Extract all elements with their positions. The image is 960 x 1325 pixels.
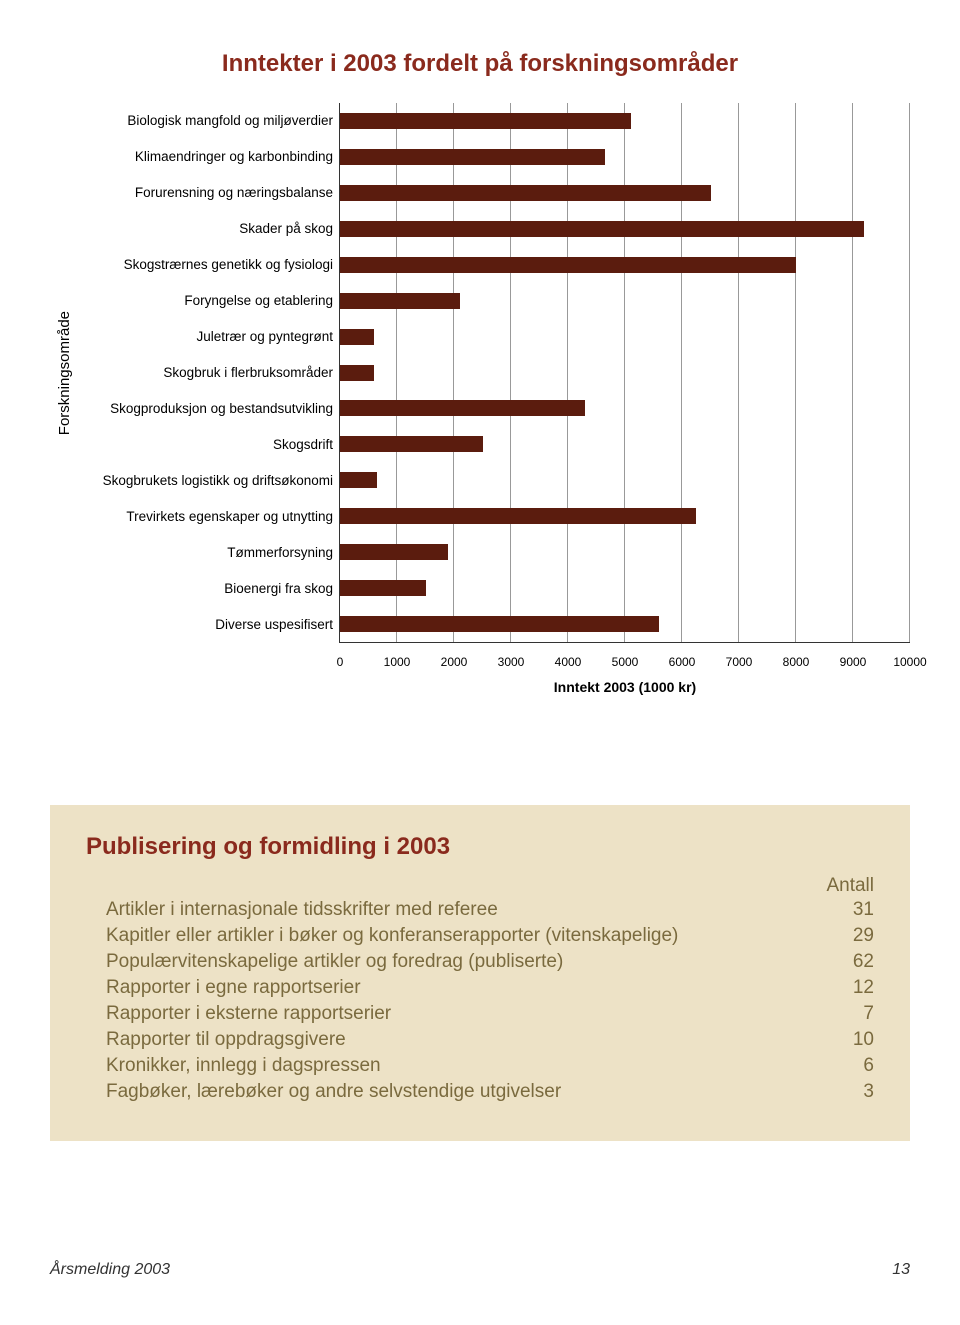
- x-tick: 6000: [669, 655, 696, 669]
- bar-row: [340, 534, 910, 570]
- publication-label: Fagbøker, lærebøker og andre selvstendig…: [86, 1081, 814, 1103]
- bar-row: [340, 426, 910, 462]
- publication-value: 12: [814, 977, 874, 999]
- bar: [340, 580, 426, 596]
- publication-value: 6: [814, 1055, 874, 1077]
- bar: [340, 400, 585, 416]
- category-label: Biologisk mangfold og miljøverdier: [73, 103, 333, 139]
- category-label: Skogbrukets logistikk og driftsøkonomi: [73, 463, 333, 499]
- chart-title: Inntekter i 2003 fordelt på forskningsom…: [50, 50, 910, 78]
- category-labels: Biologisk mangfold og miljøverdierKlimae…: [73, 103, 339, 643]
- publication-label: Kapitler eller artikler i bøker og konfe…: [86, 925, 814, 947]
- category-label: Tømmerforsyning: [73, 535, 333, 571]
- publication-label: Artikler i internasjonale tidsskrifter m…: [86, 899, 814, 921]
- publication-label: Rapporter til oppdragsgivere: [86, 1029, 814, 1051]
- bar-row: [340, 355, 910, 391]
- footer-page-number: 13: [892, 1261, 910, 1279]
- bars-layer: [340, 103, 910, 642]
- bar-row: [340, 391, 910, 427]
- bar: [340, 616, 659, 632]
- bar-row: [340, 283, 910, 319]
- bar: [340, 185, 711, 201]
- publications-header: Antall: [86, 875, 874, 897]
- category-label: Bioenergi fra skog: [73, 571, 333, 607]
- publication-value: 31: [814, 899, 874, 921]
- x-tick: 5000: [612, 655, 639, 669]
- x-tick: 9000: [840, 655, 867, 669]
- category-label: Juletrær og pyntegrønt: [73, 319, 333, 355]
- x-tick: 8000: [783, 655, 810, 669]
- x-tick: 10000: [893, 655, 926, 669]
- plot-area: [339, 103, 910, 643]
- publication-label: Kronikker, innlegg i dagspressen: [86, 1055, 814, 1077]
- x-axis-label: Inntekt 2003 (1000 kr): [340, 679, 910, 695]
- bar-row: [340, 139, 910, 175]
- y-axis-label: Forskningsområde: [50, 311, 73, 435]
- category-label: Skader på skog: [73, 211, 333, 247]
- category-label: Skogstrærnes genetikk og fysiologi: [73, 247, 333, 283]
- bar-row: [340, 462, 910, 498]
- x-tick: 0: [337, 655, 344, 669]
- bar: [340, 329, 374, 345]
- bar: [340, 257, 796, 273]
- bar: [340, 508, 696, 524]
- publication-row: Kronikker, innlegg i dagspressen6: [86, 1053, 874, 1079]
- category-label: Skogproduksjon og bestandsutvikling: [73, 391, 333, 427]
- bar: [340, 544, 448, 560]
- publication-row: Artikler i internasjonale tidsskrifter m…: [86, 897, 874, 923]
- publication-row: Populærvitenskapelige artikler og foredr…: [86, 949, 874, 975]
- page-footer: Årsmelding 2003 13: [50, 1261, 910, 1279]
- publication-row: Kapitler eller artikler i bøker og konfe…: [86, 923, 874, 949]
- publications-title: Publisering og formidling i 2003: [86, 833, 874, 861]
- bar-row: [340, 175, 910, 211]
- publication-value: 3: [814, 1081, 874, 1103]
- bar: [340, 149, 605, 165]
- x-tick: 1000: [384, 655, 411, 669]
- category-label: Skogsdrift: [73, 427, 333, 463]
- bar: [340, 221, 864, 237]
- bar-row: [340, 570, 910, 606]
- publication-row: Fagbøker, lærebøker og andre selvstendig…: [86, 1079, 874, 1105]
- category-label: Klimaendringer og karbonbinding: [73, 139, 333, 175]
- x-tick: 2000: [441, 655, 468, 669]
- publication-value: 29: [814, 925, 874, 947]
- category-label: Trevirkets egenskaper og utnytting: [73, 499, 333, 535]
- publication-value: 10: [814, 1029, 874, 1051]
- bar: [340, 472, 377, 488]
- publication-row: Rapporter til oppdragsgivere10: [86, 1027, 874, 1053]
- publication-value: 7: [814, 1003, 874, 1025]
- bar: [340, 436, 483, 452]
- x-tick: 4000: [555, 655, 582, 669]
- bar: [340, 365, 374, 381]
- bar-row: [340, 319, 910, 355]
- bar: [340, 113, 631, 129]
- count-header: Antall: [826, 875, 874, 897]
- bar: [340, 293, 460, 309]
- publications-rows: Artikler i internasjonale tidsskrifter m…: [86, 897, 874, 1105]
- category-label: Diverse uspesifisert: [73, 607, 333, 643]
- bar-row: [340, 498, 910, 534]
- publication-label: Populærvitenskapelige artikler og foredr…: [86, 951, 814, 973]
- bar-row: [340, 606, 910, 642]
- publication-row: Rapporter i eksterne rapportserier7: [86, 1001, 874, 1027]
- x-axis-ticks: 0100020003000400050006000700080009000100…: [340, 653, 910, 673]
- chart-area: Forskningsområde Biologisk mangfold og m…: [50, 103, 910, 643]
- bar-row: [340, 247, 910, 283]
- bar-row: [340, 103, 910, 139]
- category-label: Foryngelse og etablering: [73, 283, 333, 319]
- bar-row: [340, 211, 910, 247]
- category-label: Skogbruk i flerbruksområder: [73, 355, 333, 391]
- publication-row: Rapporter i egne rapportserier12: [86, 975, 874, 1001]
- category-label: Forurensning og næringsbalanse: [73, 175, 333, 211]
- publication-value: 62: [814, 951, 874, 973]
- publication-label: Rapporter i eksterne rapportserier: [86, 1003, 814, 1025]
- publication-label: Rapporter i egne rapportserier: [86, 977, 814, 999]
- footer-left: Årsmelding 2003: [50, 1261, 170, 1279]
- x-tick: 7000: [726, 655, 753, 669]
- x-tick: 3000: [498, 655, 525, 669]
- publications-box: Publisering og formidling i 2003 Antall …: [50, 805, 910, 1141]
